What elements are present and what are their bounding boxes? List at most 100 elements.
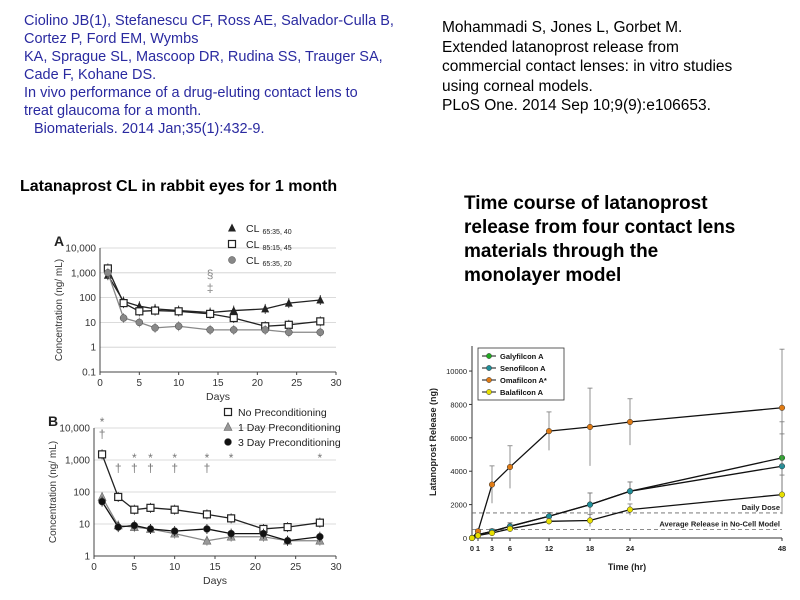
data-point xyxy=(146,503,155,512)
series-circle-filled xyxy=(98,496,324,546)
legend-subscript: 65:35, 40 xyxy=(262,229,291,236)
significance-mark: * xyxy=(318,451,323,465)
legend-label: 3 Day Preconditioning xyxy=(238,437,341,449)
series-line xyxy=(101,454,320,530)
data-point xyxy=(586,423,594,431)
legend-marker xyxy=(486,353,492,359)
data-point xyxy=(316,532,324,541)
data-point xyxy=(229,326,238,334)
x-tick-label: 10 xyxy=(173,378,185,389)
citation-left-line: In vivo performance of a drug-eluting co… xyxy=(24,85,358,101)
y-tick-label: 1 xyxy=(90,343,96,354)
x-tick-label: 0 xyxy=(91,562,97,573)
x-tick-label: 18 xyxy=(586,544,594,553)
data-point xyxy=(97,450,107,459)
caption-right-line: Time course of latanoprost xyxy=(464,193,708,214)
data-point xyxy=(259,529,268,538)
x-axis-label: Days xyxy=(206,391,230,403)
significance-mark: † xyxy=(131,461,138,475)
y-tick-label: 100 xyxy=(79,293,96,304)
x-tick-label: 1 xyxy=(476,544,480,553)
y-tick-label: 1 xyxy=(84,552,90,563)
data-point xyxy=(261,326,269,334)
data-point xyxy=(468,534,476,542)
x-tick-label: 25 xyxy=(291,378,303,389)
legend-label: CL 85:15, 45 xyxy=(246,239,292,252)
data-point xyxy=(626,488,634,495)
series-line xyxy=(101,496,320,542)
significance-mark: ‡ xyxy=(207,281,214,295)
legend: No Preconditioning 1 Day Preconditioning 3… xyxy=(223,407,341,449)
x-axis-label: Days xyxy=(203,575,227,587)
data-point xyxy=(316,328,325,337)
y-axis-label: Latanoprost Release (ng) xyxy=(428,388,438,496)
data-point xyxy=(261,304,270,313)
caption-right-line: monolayer model xyxy=(464,265,622,286)
series-line xyxy=(471,493,783,539)
data-point xyxy=(174,322,183,330)
citation-right-line: PLoS One. 2014 Sep 10;9(9):e106653. xyxy=(442,97,711,114)
data-point xyxy=(206,309,215,319)
series-3 xyxy=(468,474,786,542)
x-tick-label: 0 xyxy=(470,544,474,553)
series-line xyxy=(107,272,321,333)
data-point xyxy=(203,525,211,533)
citation-right-line: Mohammadi S, Jones L, Gorbet M. xyxy=(442,19,683,36)
data-point xyxy=(130,505,139,514)
legend-label: CL 65:35, 40 xyxy=(246,223,292,236)
legend-subscript: 65:35, 20 xyxy=(262,261,291,268)
caption-right-line: materials through the xyxy=(464,241,659,262)
significance-mark: * xyxy=(205,451,210,465)
citation-left-line: Biomaterials. 2014 Jan;35(1):432-9. xyxy=(34,121,265,137)
data-point xyxy=(229,313,238,323)
data-point xyxy=(474,532,482,539)
data-point xyxy=(315,518,324,527)
data-point xyxy=(114,523,122,531)
significance-mark: * xyxy=(100,415,105,429)
chart-panel-b: 1 10 100 1,000 10,000 0 5 10 15 20 25 30 Days Concent… xyxy=(48,407,342,587)
data-point xyxy=(778,404,786,411)
y-tick-label: 2000 xyxy=(450,501,467,510)
x-tick-label: 12 xyxy=(545,544,553,553)
legend-marker xyxy=(227,239,237,249)
x-tick-label: 15 xyxy=(212,378,224,389)
x-tick-label: 25 xyxy=(290,562,302,573)
significance-mark: § xyxy=(207,267,214,281)
series-circle-filled xyxy=(104,267,325,338)
panel-label: B xyxy=(48,413,58,429)
data-point xyxy=(316,295,325,304)
legend-marker xyxy=(486,389,492,395)
citation-right-line: Extended latanoprost release from xyxy=(442,38,679,56)
legend-label: Galyfilcon A xyxy=(500,352,544,361)
y-tick-label: 10,000 xyxy=(59,424,90,435)
x-axis-label: Time (hr) xyxy=(608,562,646,572)
x-tick-label: 20 xyxy=(250,562,262,573)
data-point xyxy=(283,536,292,545)
data-point xyxy=(586,517,594,524)
legend-marker xyxy=(223,421,233,431)
significance-mark: * xyxy=(148,451,153,465)
legend-marker xyxy=(228,256,236,264)
y-axis-label: Concentration (ng/ mL) xyxy=(54,259,65,361)
y-tick-label: 10 xyxy=(79,520,91,531)
data-point xyxy=(626,418,634,426)
x-tick-label: 15 xyxy=(209,562,221,573)
y-tick-label: 0.1 xyxy=(82,368,96,379)
legend-subscript: 85:15, 45 xyxy=(262,245,291,252)
x-tick-label: 30 xyxy=(330,562,342,573)
data-point xyxy=(316,317,325,326)
legend-label: CL 65:35, 20 xyxy=(246,255,292,268)
legend-label: 1 Day Preconditioning xyxy=(238,422,341,434)
data-point xyxy=(114,492,123,502)
y-tick-label: 4000 xyxy=(450,467,467,476)
data-point xyxy=(284,320,293,329)
data-point xyxy=(130,521,139,530)
figure-caption-left: Latanaprost CL in rabbit eyes for 1 mont… xyxy=(20,178,338,195)
legend: Galyfilcon A Senofilcon A Omafilcon A* Bala… xyxy=(477,347,565,401)
data-point xyxy=(104,269,112,277)
reference-line-label: Average Release in No-Cell Model xyxy=(659,520,780,529)
legend-marker xyxy=(228,223,236,232)
significance-mark: † xyxy=(99,427,106,441)
significance-mark: † xyxy=(204,461,211,475)
y-tick-label: 1,000 xyxy=(71,268,96,279)
